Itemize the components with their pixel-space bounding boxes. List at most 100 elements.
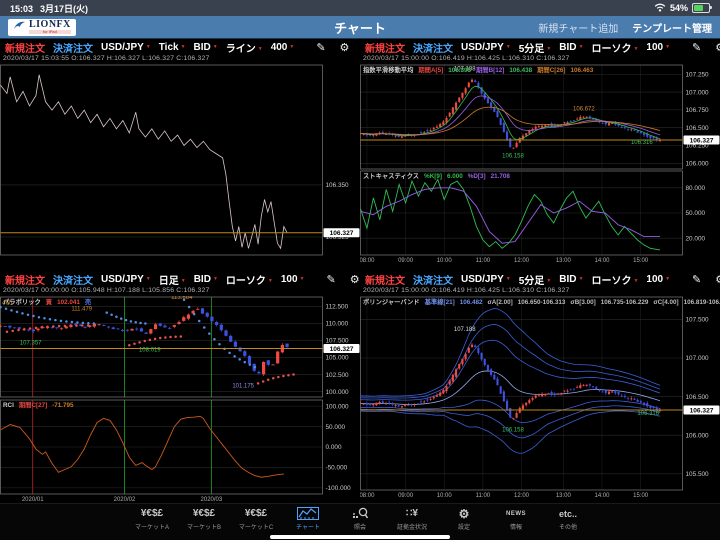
chart-panel-top-right: 新規注文 決済注文 USD/JPY▼ 5分足▼ BID▼ ローソク▼ 100▼ … — [360, 39, 720, 271]
svg-text:11:00: 11:00 — [476, 493, 491, 499]
tab-inquiry[interactable]: 照会 — [334, 506, 386, 531]
svg-text:14:00: 14:00 — [594, 493, 610, 499]
svg-text:105.000: 105.000 — [326, 355, 350, 362]
chevron-down-icon: ▼ — [258, 46, 263, 52]
bollinger-chart-canvas[interactable]: 107.500107.000106.500106.000105.500106.3… — [360, 296, 720, 503]
svg-text:15:00: 15:00 — [633, 493, 649, 499]
settings-icon[interactable]: ⚙ — [350, 273, 360, 286]
ohlc-readout: 2020/03/17 15:03:55 O:106.327 H:106.327 … — [0, 55, 360, 64]
svg-text:2020/03: 2020/03 — [201, 497, 223, 503]
svg-text:107.000: 107.000 — [686, 89, 710, 96]
new-order-button[interactable]: 新規注文 — [365, 40, 405, 55]
svg-text:106.327: 106.327 — [330, 230, 354, 237]
edit-icon[interactable]: ✎ — [316, 41, 325, 54]
clock: 15:03 — [10, 4, 33, 14]
svg-text:15:00: 15:00 — [633, 258, 649, 264]
market-b-icon: ¥€$£ — [178, 506, 230, 521]
tab-settings[interactable]: ⚙設定 — [438, 506, 490, 531]
bar-count-dropdown[interactable]: 400▼ — [271, 42, 295, 53]
new-order-button[interactable]: 新規注文 — [5, 272, 45, 287]
bar-count-dropdown[interactable]: 100▼ — [646, 42, 670, 53]
tab-chart[interactable]: チャート — [282, 506, 334, 531]
tab-market-c[interactable]: ¥€$£マーケットC — [230, 506, 282, 531]
chevron-down-icon: ▼ — [181, 44, 186, 50]
chevron-down-icon: ▼ — [665, 276, 670, 282]
svg-text:106.000: 106.000 — [686, 161, 710, 168]
settings-icon[interactable]: ⚙ — [715, 273, 720, 286]
svg-text:2020/01: 2020/01 — [22, 497, 44, 503]
tab-others[interactable]: etc..その他 — [542, 506, 594, 531]
svg-text:106.327: 106.327 — [690, 137, 714, 144]
chart-type-dropdown[interactable]: ローソク▼ — [226, 272, 273, 287]
price-side-dropdown[interactable]: BID▼ — [194, 42, 218, 53]
news-icon: NEWS — [490, 506, 542, 521]
svg-text:08:00: 08:00 — [360, 493, 375, 499]
daily-chart-canvas[interactable]: 112.500110.000107.500105.000102.500100.0… — [0, 296, 360, 503]
chevron-down-icon: ▼ — [633, 46, 638, 52]
edit-icon[interactable]: ✎ — [326, 273, 335, 286]
new-chart-button[interactable]: 新規チャート追加 — [538, 20, 618, 35]
chart-type-dropdown[interactable]: ライン▼ — [226, 40, 263, 55]
currency-pair-dropdown[interactable]: USD/JPY▼ — [461, 42, 511, 53]
new-order-button[interactable]: 新規注文 — [365, 272, 405, 287]
tab-margin-status[interactable]: ∷¥証拠金状況 — [386, 506, 438, 531]
svg-text:13:00: 13:00 — [556, 493, 572, 499]
svg-text:106.500: 106.500 — [686, 394, 710, 401]
svg-text:106.000: 106.000 — [686, 432, 710, 439]
chart-type-dropdown[interactable]: ローソク▼ — [591, 40, 638, 55]
chart-icon — [282, 506, 334, 521]
price-side-dropdown[interactable]: BID▼ — [559, 274, 583, 285]
chevron-down-icon: ▼ — [213, 44, 218, 50]
svg-text:100.000: 100.000 — [326, 403, 350, 410]
home-indicator[interactable] — [270, 535, 450, 539]
timeframe-dropdown[interactable]: 日足▼ — [159, 272, 186, 287]
settle-order-button[interactable]: 決済注文 — [413, 40, 453, 55]
new-order-button[interactable]: 新規注文 — [5, 40, 45, 55]
timeframe-dropdown[interactable]: Tick▼ — [159, 42, 186, 53]
date: 3月17日(火) — [40, 4, 88, 14]
chevron-down-icon: ▼ — [506, 276, 511, 282]
template-manage-button[interactable]: テンプレート管理 — [632, 20, 712, 35]
svg-text:20.000: 20.000 — [686, 235, 706, 242]
price-side-dropdown[interactable]: BID▼ — [559, 42, 583, 53]
bar-count-dropdown[interactable]: 100▼ — [281, 274, 305, 285]
bar-count-dropdown[interactable]: 100▼ — [646, 274, 670, 285]
edit-icon[interactable]: ✎ — [692, 41, 701, 54]
svg-text:106.316: 106.316 — [637, 411, 659, 417]
svg-text:106.327: 106.327 — [330, 346, 354, 353]
svg-text:107.357: 107.357 — [20, 341, 42, 347]
chevron-down-icon: ▼ — [213, 276, 218, 282]
settle-order-button[interactable]: 決済注文 — [53, 40, 93, 55]
tab-label: 証拠金状況 — [386, 522, 438, 531]
chart-type-dropdown[interactable]: ローソク▼ — [591, 272, 638, 287]
settings-icon[interactable]: ⚙ — [715, 41, 720, 54]
tab-market-a[interactable]: ¥€$£マーケットA — [126, 506, 178, 531]
tab-label: マーケットB — [178, 522, 230, 531]
edit-icon[interactable]: ✎ — [692, 273, 701, 286]
tab-news[interactable]: NEWS情報 — [490, 506, 542, 531]
settle-order-button[interactable]: 決済注文 — [53, 272, 93, 287]
svg-text:107.500: 107.500 — [686, 317, 710, 324]
svg-text:106.750: 106.750 — [686, 107, 710, 114]
timeframe-dropdown[interactable]: 5分足▼ — [519, 40, 552, 55]
price-side-dropdown[interactable]: BID▼ — [194, 274, 218, 285]
svg-text:112.500: 112.500 — [326, 304, 349, 311]
svg-text:13:00: 13:00 — [556, 258, 572, 264]
currency-pair-dropdown[interactable]: USD/JPY▼ — [101, 42, 151, 53]
ohlc-readout: 2020/03/17 15:00:00 O:106.419 H:106.425 … — [360, 287, 720, 296]
others-icon: etc.. — [542, 506, 594, 521]
settings-icon[interactable]: ⚙ — [340, 41, 350, 54]
panel-toolbar: 新規注文 決済注文 USD/JPY▼ 5分足▼ BID▼ ローソク▼ 100▼ … — [360, 271, 720, 287]
candle-chart-canvas[interactable]: 107.250107.000106.750106.500106.250106.0… — [360, 64, 720, 271]
timeframe-dropdown[interactable]: 5分足▼ — [519, 272, 552, 287]
svg-text:107.000: 107.000 — [686, 355, 710, 362]
svg-text:108.019: 108.019 — [139, 347, 161, 353]
tab-market-b[interactable]: ¥€$£マーケットB — [178, 506, 230, 531]
svg-text:ボリンジャーバンド基準線[21]106.482σA[2.00: ボリンジャーバンド基準線[21]106.482σA[2.00]106.650-1… — [363, 297, 720, 306]
svg-text:11:00: 11:00 — [476, 258, 491, 264]
currency-pair-dropdown[interactable]: USD/JPY▼ — [101, 274, 151, 285]
currency-pair-dropdown[interactable]: USD/JPY▼ — [461, 274, 511, 285]
settle-order-button[interactable]: 決済注文 — [413, 272, 453, 287]
svg-text:106.158: 106.158 — [502, 154, 524, 160]
tick-chart-canvas[interactable]: 106.350106.325106.327 — [0, 64, 360, 271]
